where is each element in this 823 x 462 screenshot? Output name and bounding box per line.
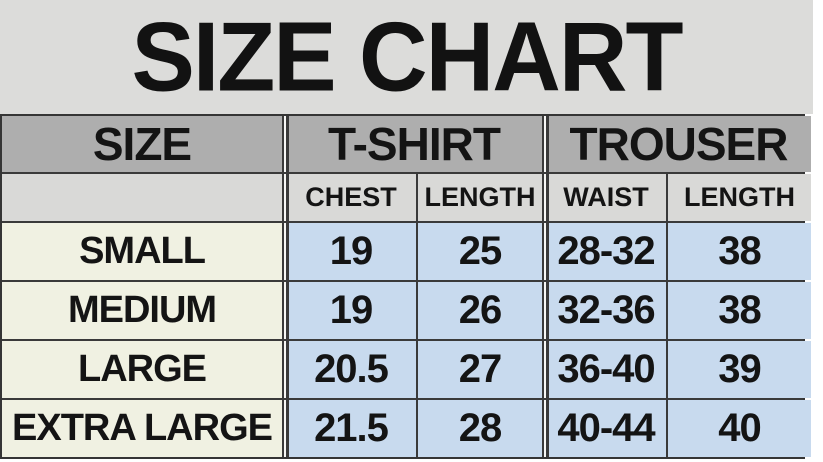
subheader-chest: CHEST <box>284 174 416 221</box>
row-extra-large-label: EXTRA LARGE <box>2 400 282 457</box>
subheader-trouser-length: LENGTH <box>668 174 811 221</box>
subheader-empty <box>2 174 282 221</box>
row-medium-tshirt-length: 26 <box>418 282 542 339</box>
row-extra-large-tshirt-length: 28 <box>418 400 542 457</box>
row-extra-large-chest: 21.5 <box>284 400 416 457</box>
row-medium-waist: 32-36 <box>544 282 666 339</box>
row-extra-large-waist: 40-44 <box>544 400 666 457</box>
row-large-label: LARGE <box>2 341 282 398</box>
subheader-tshirt-length: LENGTH <box>418 174 542 221</box>
subheader-waist: WAIST <box>544 174 666 221</box>
row-small-label: SMALL <box>2 223 282 280</box>
row-small-waist: 28-32 <box>544 223 666 280</box>
row-small-tshirt-length: 25 <box>418 223 542 280</box>
row-small-chest: 19 <box>284 223 416 280</box>
row-large-trouser-length: 39 <box>668 341 811 398</box>
title-bar: SIZE CHART <box>0 0 813 114</box>
row-large-tshirt-length: 27 <box>418 341 542 398</box>
row-medium-chest: 19 <box>284 282 416 339</box>
row-medium-label: MEDIUM <box>2 282 282 339</box>
page-title: SIZE CHART <box>131 1 684 112</box>
header-trouser: TROUSER <box>544 116 811 172</box>
row-small-trouser-length: 38 <box>668 223 811 280</box>
row-large-chest: 20.5 <box>284 341 416 398</box>
header-tshirt: T-SHIRT <box>284 116 542 172</box>
header-size: SIZE <box>2 116 282 172</box>
row-medium-trouser-length: 38 <box>668 282 811 339</box>
row-large-waist: 36-40 <box>544 341 666 398</box>
row-extra-large-trouser-length: 40 <box>668 400 811 457</box>
size-table: SIZE T-SHIRT TROUSER CHEST LENGTH WAIST … <box>0 114 811 459</box>
